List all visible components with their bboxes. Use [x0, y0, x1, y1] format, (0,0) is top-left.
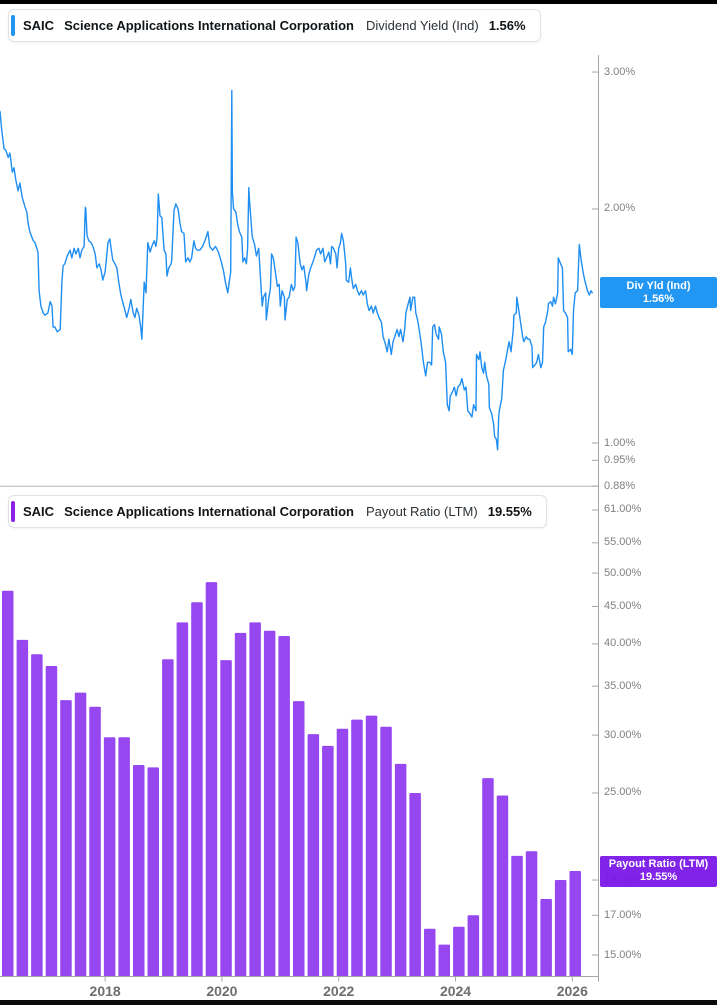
payout-ratio-bar[interactable]: [45, 666, 58, 977]
payout-ratio-bar[interactable]: [162, 659, 174, 977]
y-axis-tick-label: 3.00%: [604, 65, 636, 78]
payout-ratio-bar[interactable]: [2, 590, 14, 977]
y-axis-tick-label: 17.00%: [604, 908, 642, 921]
payout-ratio-bar[interactable]: [453, 926, 465, 977]
y-axis-tick-label: 61.00%: [604, 503, 642, 516]
payout-ratio-bar[interactable]: [365, 715, 378, 977]
payout-ratio-bar[interactable]: [525, 851, 538, 977]
payout-ratio-bar[interactable]: [467, 915, 480, 977]
payout-ratio-bar[interactable]: [409, 793, 421, 977]
x-axis-year-label: 2026: [556, 983, 588, 999]
window-top-border: [0, 0, 717, 4]
payout-ratio-bar[interactable]: [249, 622, 261, 977]
y-axis-tick-label: 2.00%: [604, 202, 636, 215]
y-axis-tick-label: 55.00%: [604, 536, 642, 549]
payout-ratio-bar[interactable]: [103, 737, 116, 977]
ticker-label: SAIC: [23, 504, 55, 519]
payout-ratio-bar[interactable]: [293, 701, 305, 977]
x-axis-year-label: 2022: [323, 983, 355, 999]
company-name-label: Science Applications International Corpo…: [64, 504, 354, 519]
payout-ratio-bar[interactable]: [336, 728, 349, 977]
payout-ratio-bar[interactable]: [482, 778, 494, 977]
series-accent-purple: [11, 501, 15, 522]
series-header-payout-ratio[interactable]: SAIC Science Applications International …: [8, 495, 547, 528]
y-axis-tick-label: 1.00%: [604, 436, 636, 449]
ticker-label: SAIC: [23, 18, 55, 33]
y-axis-tick-label: 45.00%: [604, 599, 642, 612]
x-axis-year-label: 2018: [89, 983, 121, 999]
metric-value-label: 19.55%: [487, 504, 532, 519]
payout-ratio-bar[interactable]: [496, 795, 509, 977]
y-axis-tick-label: 30.00%: [604, 728, 642, 741]
payout-ratio-bar[interactable]: [74, 692, 87, 977]
payout-ratio-bar[interactable]: [394, 763, 407, 977]
payout-ratio-bar[interactable]: [351, 719, 363, 977]
y-axis-tick-label: 15.00%: [604, 948, 642, 961]
payout-ratio-bar[interactable]: [278, 636, 290, 977]
flag-series-name: Div Yld (Ind): [626, 279, 691, 292]
payout-ratio-bar[interactable]: [31, 654, 43, 977]
payout-ratio-bar[interactable]: [307, 734, 320, 977]
payout-ratio-bar[interactable]: [234, 632, 247, 977]
dividend-yield-plot-area[interactable]: [0, 55, 599, 486]
y-axis-tick-label: 0.88%: [604, 479, 636, 492]
x-axis-year-label: 2024: [439, 983, 472, 999]
payout-ratio-bar[interactable]: [16, 639, 29, 977]
payout-ratio-bar[interactable]: [540, 899, 552, 977]
last-value-flag-div-yld: Div Yld (Ind) 1.56%: [600, 277, 717, 309]
y-axis-tick-label: 35.00%: [604, 679, 642, 692]
x-axis-year-label: 2020: [206, 983, 238, 999]
flag-series-name: Payout Ratio (LTM): [608, 858, 709, 870]
payout-ratio-bar[interactable]: [569, 871, 582, 977]
y-axis-tick-label: 40.00%: [604, 637, 642, 650]
company-name-label: Science Applications International Corpo…: [64, 18, 354, 33]
payout-ratio-bar[interactable]: [191, 602, 203, 977]
payout-ratio-bar[interactable]: [554, 880, 567, 977]
payout-ratio-bar[interactable]: [511, 855, 523, 977]
payout-ratio-bar[interactable]: [438, 944, 451, 977]
flag-series-value: 1.56%: [642, 292, 675, 305]
window-bottom-border: [0, 1000, 717, 1005]
payout-ratio-bar[interactable]: [424, 928, 436, 977]
payout-ratio-bar[interactable]: [263, 630, 276, 977]
metric-name-label: Dividend Yield (Ind): [365, 18, 479, 33]
series-header-dividend-yield[interactable]: SAIC Science Applications International …: [8, 9, 541, 42]
payout-ratio-plot-area[interactable]: [0, 486, 599, 976]
y-axis-tick-label: 25.00%: [604, 786, 642, 799]
payout-ratio-bar[interactable]: [220, 660, 232, 977]
payout-ratio-bar[interactable]: [205, 582, 218, 977]
y-axis-tick-label: 0.95%: [604, 453, 636, 466]
payout-ratio-bar[interactable]: [133, 765, 145, 977]
payout-ratio-bar[interactable]: [322, 745, 334, 977]
last-value-flag-payout-ratio: Payout Ratio (LTM) 19.55%: [600, 855, 717, 887]
metric-value-label: 1.56%: [488, 18, 526, 33]
flag-series-value: 19.55%: [639, 871, 678, 883]
metric-name-label: Payout Ratio (LTM): [365, 504, 478, 519]
series-accent-blue: [11, 15, 15, 36]
payout-ratio-bar[interactable]: [147, 767, 160, 977]
payout-ratio-bar[interactable]: [380, 726, 392, 977]
payout-ratio-bar[interactable]: [60, 700, 72, 977]
y-axis-tick-label: 50.00%: [604, 566, 642, 579]
payout-ratio-bar[interactable]: [176, 622, 189, 977]
dividend-yield-line[interactable]: [0, 89, 593, 451]
payout-ratio-bar[interactable]: [89, 706, 101, 977]
payout-ratio-bar[interactable]: [118, 737, 130, 977]
